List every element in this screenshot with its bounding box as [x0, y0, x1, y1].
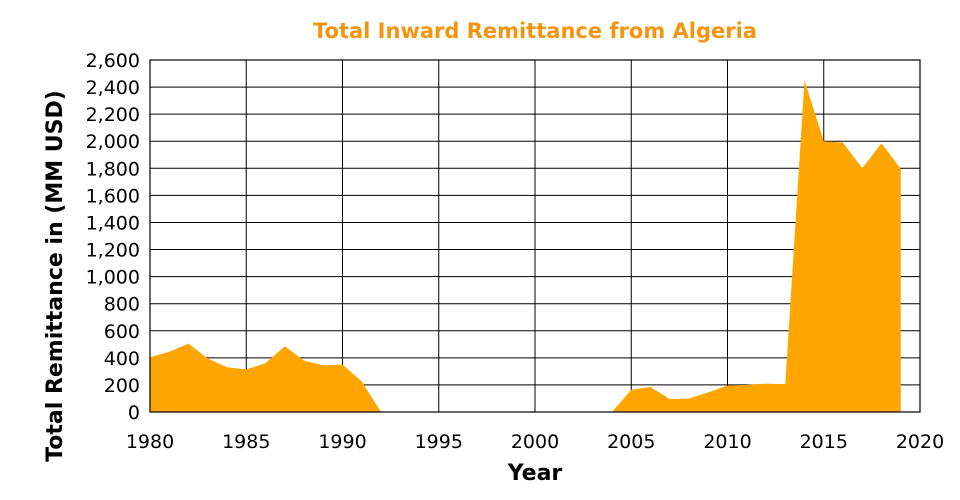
area-series	[150, 80, 901, 412]
x-tick-labels: 1980 1985 1990 1995 2000 2005 2010 2015 2020	[126, 431, 944, 453]
y-tick-label: 2,600	[86, 50, 140, 72]
y-tick-label: 1,800	[86, 158, 140, 180]
y-tick-label: 800	[104, 294, 140, 316]
x-tick-label: 2010	[703, 431, 751, 453]
x-tick-label: 1985	[222, 431, 270, 453]
y-axis-label: Total Remittance in (MM USD)	[43, 90, 68, 462]
y-tick-label: 1,400	[86, 212, 140, 234]
y-tick-label: 2,000	[86, 131, 140, 153]
x-tick-label: 2020	[896, 431, 944, 453]
y-tick-label: 0	[128, 402, 140, 424]
x-tick-label: 2015	[800, 431, 848, 453]
x-tick-label: 1995	[415, 431, 463, 453]
y-tick-labels: 0 200 400 600 800 1,000 1,200 1,400 1,600 1,800 2,…	[86, 50, 140, 424]
y-tick-label: 200	[104, 375, 140, 397]
y-tick-label: 1,600	[86, 185, 140, 207]
area-fill	[150, 344, 381, 412]
y-tick-label: 2,200	[86, 104, 140, 126]
y-tick-label: 2,400	[86, 77, 140, 99]
x-tick-label: 1980	[126, 431, 174, 453]
area-fill	[612, 80, 901, 412]
chart-title: Total Inward Remittance from Algeria	[313, 19, 757, 43]
y-tick-label: 400	[104, 348, 140, 370]
x-tick-label: 2000	[511, 431, 559, 453]
y-tick-label: 1,000	[86, 267, 140, 289]
y-tick-label: 600	[104, 321, 140, 343]
x-tick-label: 2005	[607, 431, 655, 453]
y-tick-label: 1,200	[86, 240, 140, 262]
x-tick-label: 1990	[318, 431, 366, 453]
x-axis-label: Year	[507, 461, 563, 486]
